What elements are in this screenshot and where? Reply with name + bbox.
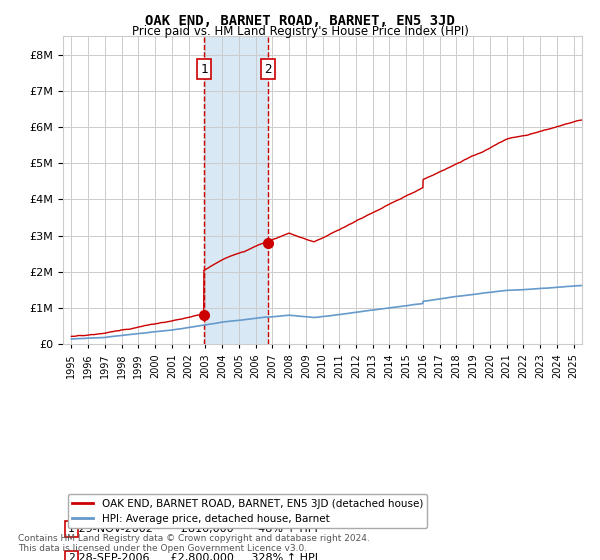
Text: 2: 2 bbox=[265, 63, 272, 76]
Text: 28-SEP-2006      £2,800,000     328% ↑ HPI: 28-SEP-2006 £2,800,000 328% ↑ HPI bbox=[68, 553, 318, 560]
Bar bbox=[204, 36, 268, 344]
Text: 1: 1 bbox=[68, 524, 75, 534]
Text: 1: 1 bbox=[200, 63, 208, 76]
Text: OAK END, BARNET ROAD, BARNET, EN5 3JD: OAK END, BARNET ROAD, BARNET, EN5 3JD bbox=[145, 14, 455, 28]
Text: 2: 2 bbox=[68, 553, 75, 560]
Text: Price paid vs. HM Land Registry's House Price Index (HPI): Price paid vs. HM Land Registry's House … bbox=[131, 25, 469, 38]
Text: 29-NOV-2002        £810,000       48% ↑ HPI: 29-NOV-2002 £810,000 48% ↑ HPI bbox=[68, 524, 318, 534]
Legend: OAK END, BARNET ROAD, BARNET, EN5 3JD (detached house), HPI: Average price, deta: OAK END, BARNET ROAD, BARNET, EN5 3JD (d… bbox=[68, 494, 427, 528]
Text: Contains HM Land Registry data © Crown copyright and database right 2024.
This d: Contains HM Land Registry data © Crown c… bbox=[18, 534, 370, 553]
